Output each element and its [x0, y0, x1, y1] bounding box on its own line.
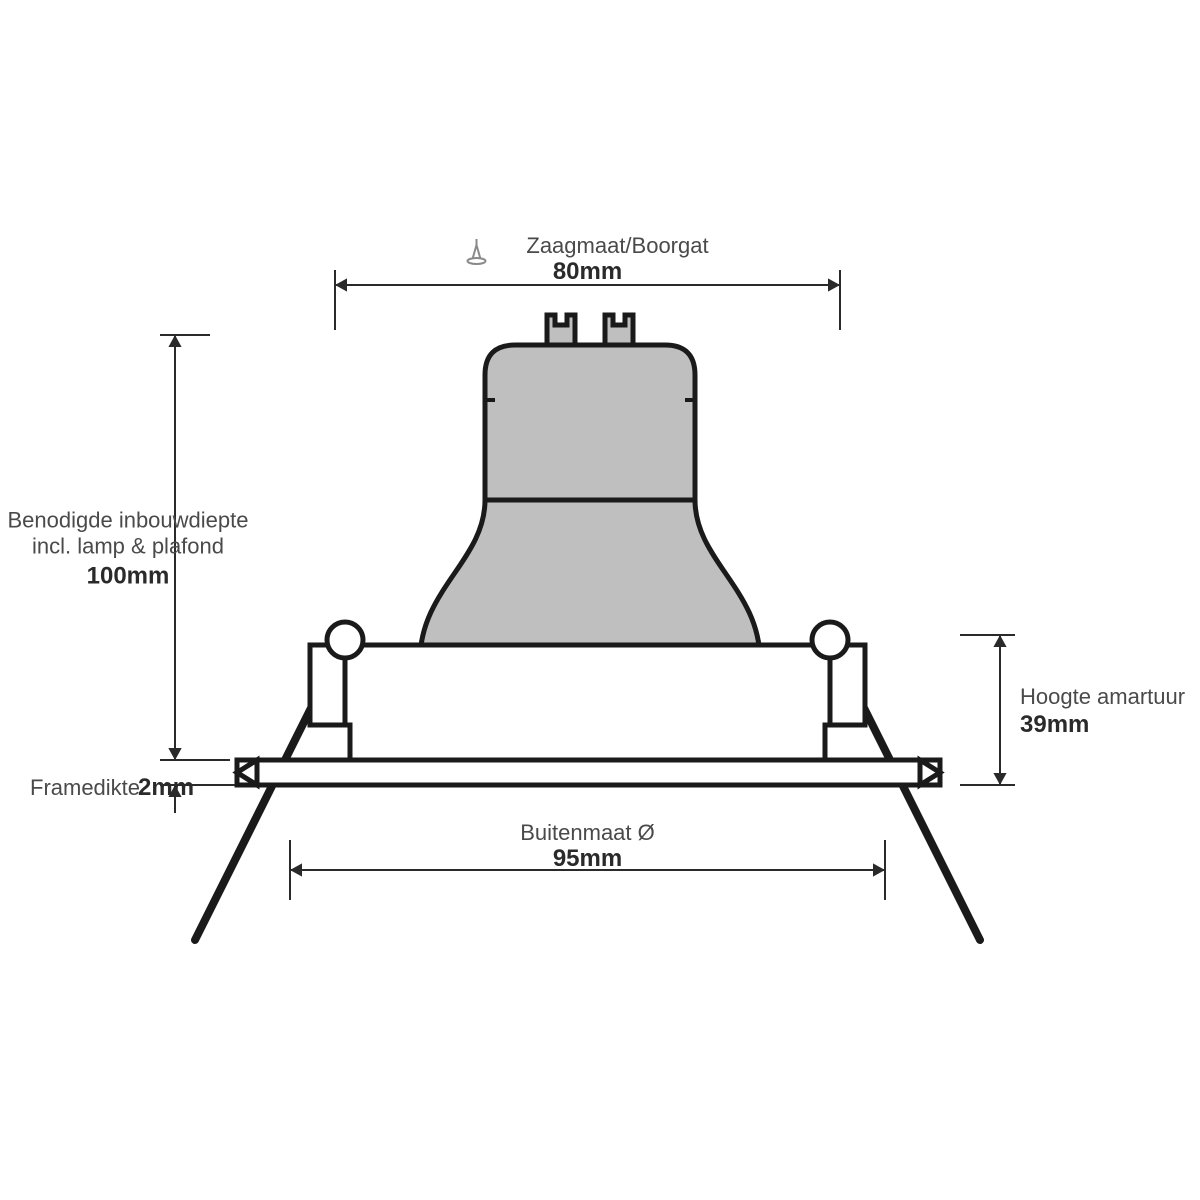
pivot-circle: [327, 622, 363, 658]
dim-bottom-label: Buitenmaat Ø: [520, 820, 655, 845]
fixture-housing: [310, 645, 865, 760]
bulb-pin: [605, 315, 633, 345]
dim-frame-label: Framedikte: [30, 775, 140, 800]
dim-left-label-1: Benodigde inbouwdiepte: [8, 508, 249, 533]
dim-bottom-value: 95mm: [553, 845, 622, 872]
technical-diagram: Zaagmaat/Boorgat80mm Benodigde inbouwdiep…: [0, 0, 1200, 1200]
dim-right-label: Hoogte amartuur: [1020, 684, 1185, 709]
fixture-frame: [237, 760, 940, 785]
dim-top-label: Zaagmaat/Boorgat: [526, 233, 708, 258]
dim-right-value: 39mm: [1020, 711, 1089, 738]
dim-frame-value: 2mm: [138, 774, 194, 801]
dim-left-label-2: incl. lamp & plafond: [32, 534, 224, 559]
dim-top-value: 80mm: [553, 258, 622, 285]
dim-left-value: 100mm: [87, 563, 170, 590]
pivot-circle: [812, 622, 848, 658]
bulb-pin: [547, 315, 575, 345]
